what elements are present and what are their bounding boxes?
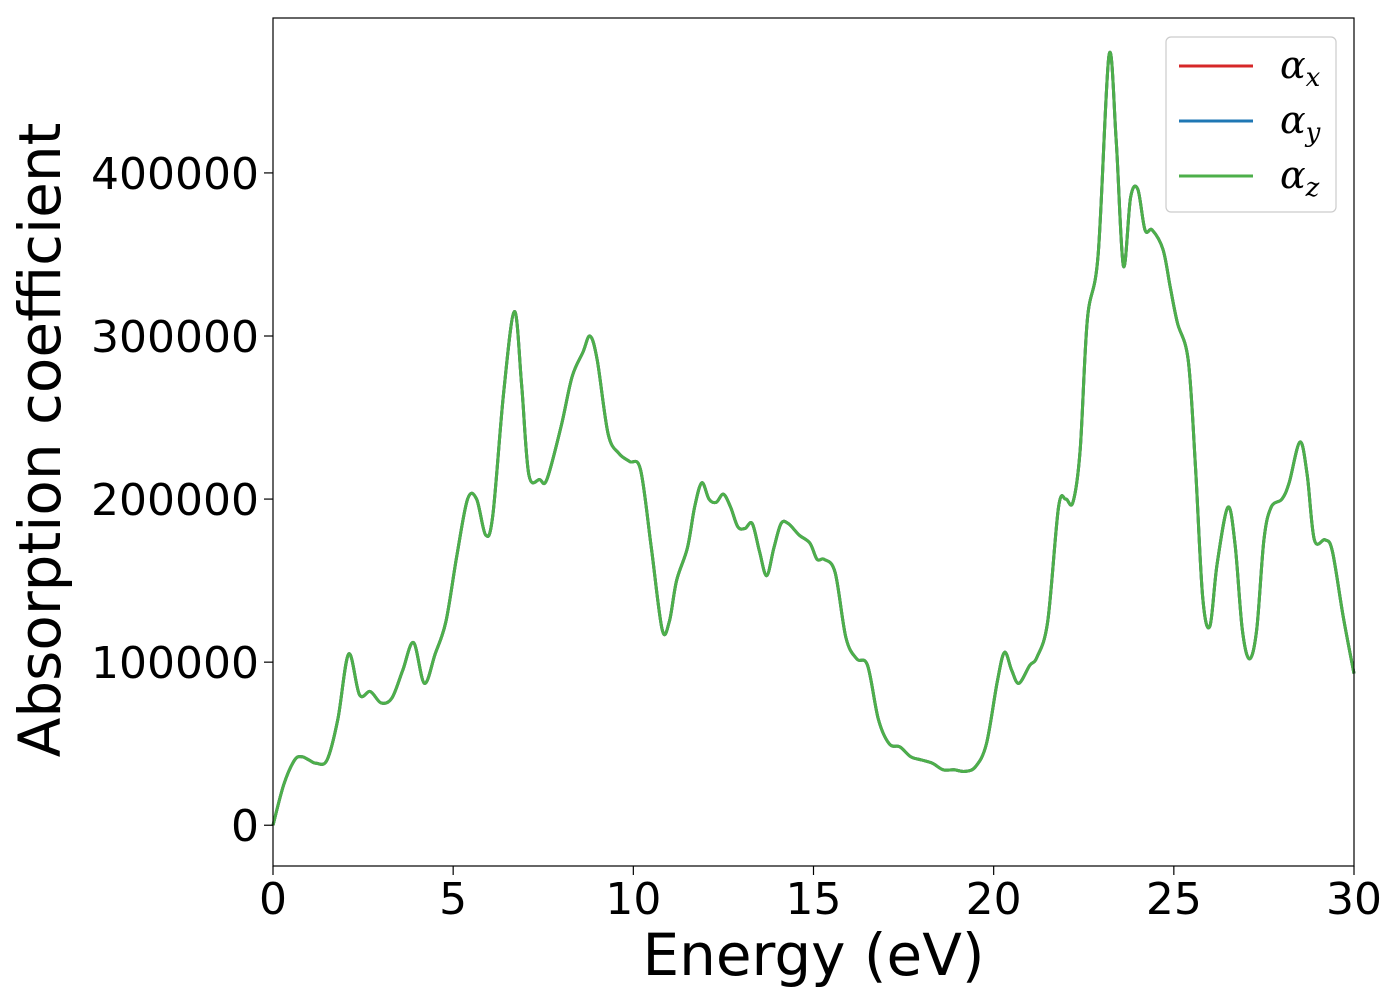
y-axis-title: Absorption coefficient <box>6 123 74 758</box>
legend-box <box>1165 36 1337 213</box>
y-tick-label: 200000 <box>91 475 259 526</box>
x-axis-title: Energy (eV) <box>642 921 984 989</box>
x-tick-label: 30 <box>1326 874 1382 925</box>
plot-lines <box>271 51 1356 826</box>
y-axis: 0 100000 200000 300000 400000 <box>91 149 273 852</box>
x-axis: 0 5 10 15 20 25 30 <box>259 866 1382 925</box>
series-line-alpha-z <box>271 51 1356 826</box>
y-tick-label: 100000 <box>91 638 259 689</box>
x-tick-label: 10 <box>605 874 661 925</box>
y-tick-label: 400000 <box>91 149 259 200</box>
legend-label-alpha-x: αx <box>1280 43 1321 93</box>
x-tick-label: 15 <box>786 874 842 925</box>
x-tick-label: 25 <box>1146 874 1202 925</box>
y-tick-label: 0 <box>231 801 259 852</box>
x-tick-label: 20 <box>966 874 1022 925</box>
x-tick-label: 5 <box>439 874 467 925</box>
y-tick-label: 300000 <box>91 312 259 363</box>
x-tick-label: 0 <box>259 874 287 925</box>
